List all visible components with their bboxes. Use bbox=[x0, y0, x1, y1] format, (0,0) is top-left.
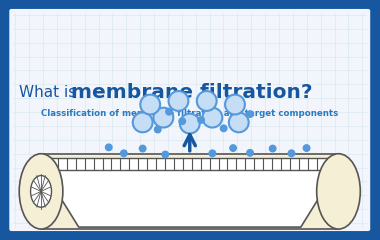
Ellipse shape bbox=[269, 144, 277, 153]
Ellipse shape bbox=[229, 144, 237, 152]
Ellipse shape bbox=[139, 144, 147, 153]
Ellipse shape bbox=[140, 95, 160, 114]
Text: What is: What is bbox=[19, 85, 81, 100]
Ellipse shape bbox=[229, 113, 249, 132]
Ellipse shape bbox=[220, 124, 228, 132]
Text: Classification of membrane filtration and target components: Classification of membrane filtration an… bbox=[41, 108, 338, 118]
Ellipse shape bbox=[246, 149, 254, 157]
Ellipse shape bbox=[133, 113, 153, 132]
Ellipse shape bbox=[169, 91, 188, 111]
Bar bbox=[43, 158, 337, 170]
Ellipse shape bbox=[154, 126, 162, 133]
Bar bbox=[41, 154, 339, 229]
Ellipse shape bbox=[197, 116, 205, 124]
Ellipse shape bbox=[180, 114, 200, 133]
Ellipse shape bbox=[19, 154, 63, 229]
Ellipse shape bbox=[302, 144, 310, 152]
Ellipse shape bbox=[30, 176, 52, 207]
Ellipse shape bbox=[197, 91, 217, 111]
Ellipse shape bbox=[203, 108, 222, 127]
Ellipse shape bbox=[208, 149, 216, 157]
Ellipse shape bbox=[288, 149, 296, 157]
Ellipse shape bbox=[120, 149, 128, 157]
Ellipse shape bbox=[154, 108, 173, 127]
Polygon shape bbox=[43, 170, 337, 227]
Ellipse shape bbox=[317, 154, 360, 229]
FancyBboxPatch shape bbox=[9, 9, 370, 231]
Text: membrane filtration?: membrane filtration? bbox=[71, 83, 312, 102]
Ellipse shape bbox=[225, 95, 245, 114]
Ellipse shape bbox=[246, 110, 254, 118]
Ellipse shape bbox=[105, 143, 113, 151]
Ellipse shape bbox=[178, 117, 186, 125]
Ellipse shape bbox=[161, 150, 169, 158]
Ellipse shape bbox=[165, 108, 173, 116]
